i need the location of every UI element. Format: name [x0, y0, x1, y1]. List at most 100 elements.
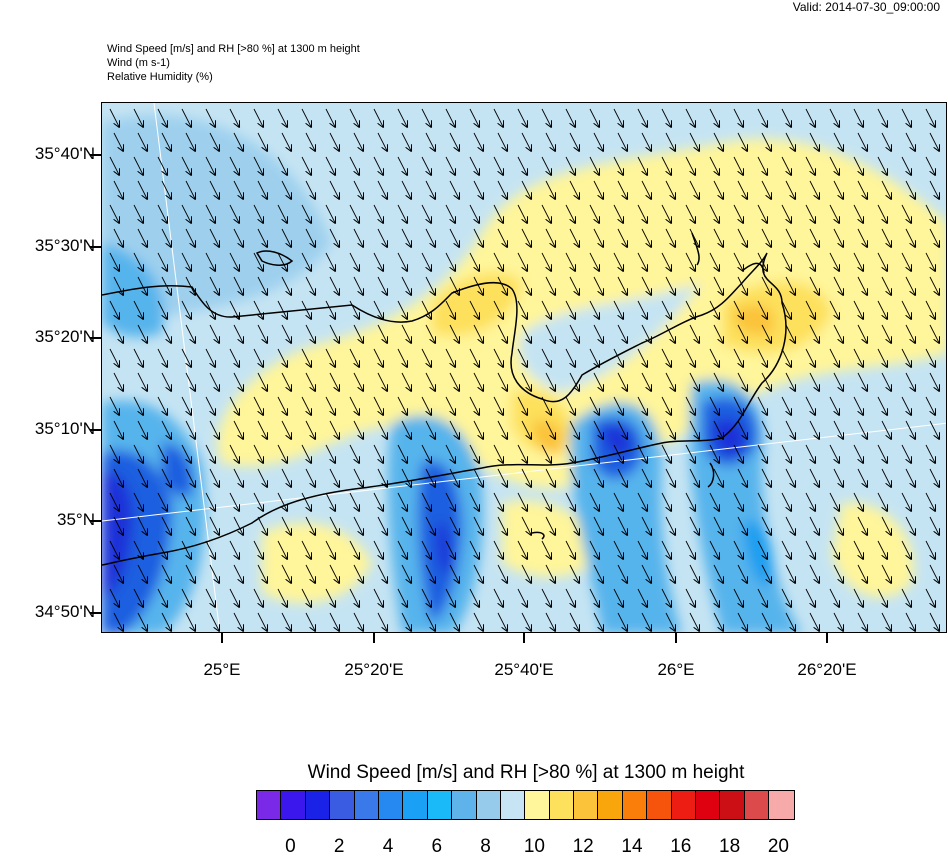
wind-arrow: [109, 252, 119, 271]
wind-arrow: [733, 300, 743, 319]
wind-arrow: [521, 516, 531, 535]
wind-arrow: [517, 492, 527, 511]
wind-arrow: [445, 444, 455, 463]
wind-arrow: [545, 516, 555, 535]
wind-arrow: [205, 204, 215, 223]
wind-arrow: [329, 324, 339, 343]
wind-arrow: [157, 348, 167, 367]
wind-arrow: [713, 276, 723, 295]
wind-arrow: [253, 588, 263, 607]
wind-arrow: [325, 396, 335, 415]
wind-arrow: [689, 372, 699, 391]
wind-arrow: [565, 492, 575, 511]
wind-arrow: [589, 156, 599, 175]
colorbar-swatch: [549, 791, 575, 819]
wind-arrow: [257, 180, 267, 199]
wind-arrow: [853, 348, 863, 367]
wind-arrow: [181, 252, 191, 271]
wind-arrow: [253, 396, 263, 415]
wind-arrow: [421, 492, 431, 511]
colorbar-swatch: [403, 791, 428, 819]
wind-arrow: [493, 156, 503, 175]
wind-arrow: [905, 180, 915, 199]
wind-arrow: [257, 276, 267, 295]
wind-arrow: [617, 276, 627, 295]
wind-arrow: [229, 252, 239, 271]
wind-arrow: [757, 348, 767, 367]
wind-arrow: [497, 468, 507, 487]
wind-arrow: [665, 612, 675, 631]
wind-arrow: [113, 468, 123, 487]
wind-arrow: [709, 444, 719, 463]
wind-arrow: [133, 252, 143, 271]
wind-arrow: [737, 228, 747, 247]
wind-arrow: [781, 588, 791, 607]
wind-arrow: [401, 324, 411, 343]
colorbar-label: 0: [285, 836, 296, 857]
wind-arrow: [877, 252, 887, 271]
wind-arrow: [661, 108, 671, 127]
colorbar-label: 20: [767, 836, 789, 857]
wind-arrow: [397, 108, 407, 127]
wind-arrow: [305, 180, 315, 199]
colorbar-label: 18: [719, 836, 741, 857]
wind-arrow: [805, 348, 815, 367]
wind-arrow: [641, 228, 651, 247]
wind-arrow: [613, 492, 623, 511]
wind-arrow: [613, 156, 623, 175]
wind-arrow: [445, 588, 455, 607]
colorbar-swatch: [378, 791, 404, 819]
wind-arrow: [617, 132, 627, 151]
wind-arrow: [761, 564, 771, 583]
wind-arrow: [637, 108, 647, 127]
wind-arrow: [301, 348, 311, 367]
wind-arrow: [517, 108, 527, 127]
wind-arrow: [805, 588, 815, 607]
wind-arrow: [881, 564, 891, 583]
wind-arrow: [377, 324, 387, 343]
lat-label-35-30: 35°30'N: [34, 236, 95, 255]
wind-arrow: [713, 324, 723, 343]
wind-arrow: [737, 516, 747, 535]
wind-arrow: [497, 228, 507, 247]
wind-arrow: [637, 348, 647, 367]
wind-arrow: [157, 588, 167, 607]
wind-arrow: [733, 588, 743, 607]
wind-arrow: [421, 444, 431, 463]
wind-arrow: [229, 108, 239, 127]
wind-arrow: [929, 564, 939, 583]
wind-arrow: [829, 492, 839, 511]
colorbar-label: 2: [333, 836, 345, 857]
wind-arrow: [133, 156, 143, 175]
wind-arrow: [137, 276, 147, 295]
wind-arrow: [901, 204, 911, 223]
wind-arrow: [473, 516, 483, 535]
wind-arrows: [109, 108, 947, 633]
wind-arrow: [689, 324, 699, 343]
wind-arrow: [781, 108, 791, 127]
colorbar-label: 8: [480, 836, 491, 857]
wind-arrow: [469, 300, 479, 319]
wind-arrow: [929, 324, 939, 343]
wind-arrow: [161, 516, 171, 535]
wind-arrow: [233, 276, 243, 295]
wind-arrow: [109, 348, 119, 367]
wind-arrow: [685, 444, 695, 463]
wind-arrow: [445, 204, 455, 223]
wind-arrow: [281, 372, 291, 391]
wind-arrow: [805, 492, 815, 511]
wind-arrow: [637, 396, 647, 415]
wind-arrow: [421, 300, 431, 319]
wind-arrow: [161, 468, 171, 487]
wind-arrow: [421, 108, 431, 127]
wind-arrow: [901, 108, 911, 127]
wind-arrow: [305, 420, 315, 439]
wind-arrow: [929, 228, 939, 247]
wind-arrow: [617, 180, 627, 199]
colorbar-swatch: [720, 791, 745, 819]
wind-arrow: [877, 396, 887, 415]
wind-arrow: [161, 180, 171, 199]
wind-arrow: [809, 324, 819, 343]
wind-arrow: [565, 540, 575, 559]
wind-arrow: [253, 300, 263, 319]
